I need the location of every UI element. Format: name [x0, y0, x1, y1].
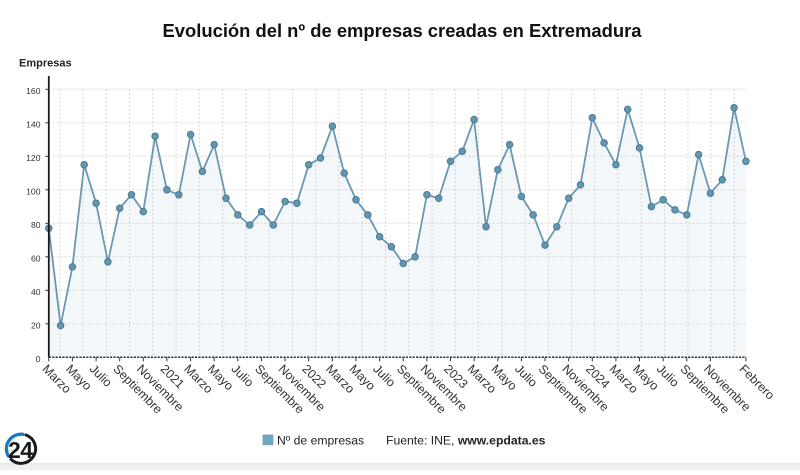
svg-text:Nº de empresas: Nº de empresas: [277, 433, 364, 447]
svg-text:60: 60: [31, 254, 41, 264]
svg-text:160: 160: [26, 86, 41, 96]
svg-text:100: 100: [26, 187, 41, 197]
svg-text:80: 80: [31, 220, 41, 230]
svg-text:0: 0: [36, 354, 41, 364]
svg-text:40: 40: [31, 287, 41, 297]
svg-text:Evolución del nº de empresas c: Evolución del nº de empresas creadas en …: [163, 20, 643, 41]
svg-text:Empresas: Empresas: [19, 58, 72, 70]
svg-text:24: 24: [8, 437, 33, 463]
svg-text:140: 140: [26, 120, 41, 130]
svg-text:20: 20: [31, 321, 41, 331]
svg-text:Fuente: INE, www.epdata.es: Fuente: INE, www.epdata.es: [386, 433, 546, 447]
svg-text:120: 120: [26, 153, 41, 163]
